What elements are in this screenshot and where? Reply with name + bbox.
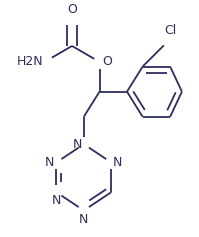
Text: H2N: H2N [16,55,43,68]
Text: N: N [72,138,82,151]
Text: O: O [67,3,77,16]
Text: O: O [102,55,112,68]
Text: N: N [79,213,89,226]
Text: Cl: Cl [164,24,176,37]
Text: N: N [113,156,123,169]
Text: N: N [45,156,54,169]
Text: N: N [52,195,61,207]
